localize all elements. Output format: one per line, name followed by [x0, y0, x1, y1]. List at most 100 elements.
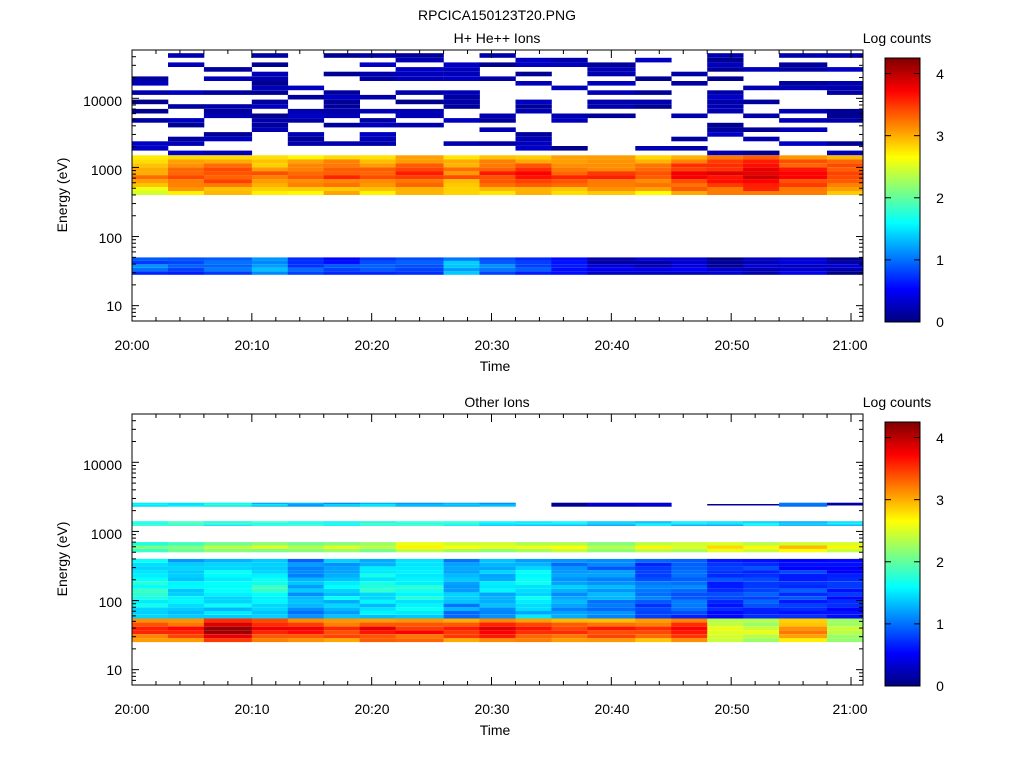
heatmap-cell [671, 146, 708, 151]
heatmap-cell [515, 573, 552, 578]
heatmap-cell [323, 191, 360, 195]
heatmap-cell [707, 267, 744, 272]
heatmap-cell [395, 504, 444, 506]
heatmap-cell [359, 545, 396, 549]
heatmap-cell [551, 159, 588, 164]
heatmap-cell [443, 260, 480, 265]
heatmap-cell [671, 562, 708, 567]
heatmap-cell [479, 562, 516, 567]
heatmap-cell [323, 588, 360, 593]
heatmap-cell [479, 545, 516, 549]
heatmap-cell [359, 502, 396, 505]
heatmap-cell [251, 577, 289, 582]
heatmap-cell [743, 267, 780, 272]
heatmap-cell [827, 53, 864, 58]
heatmap-cell [323, 614, 360, 619]
heatmap-cell [251, 104, 289, 109]
heatmap-cell [168, 622, 205, 627]
heatmap-cell [671, 271, 708, 275]
x-tick-label-2100: 21:00 [832, 337, 867, 353]
heatmap-cell [707, 521, 744, 523]
heatmap-cell [779, 163, 828, 168]
heatmap-cell [395, 581, 444, 585]
heatmap-cell [515, 99, 552, 105]
heatmap-cell [132, 622, 169, 627]
heatmap-cell [132, 76, 169, 81]
heatmap-cell [515, 545, 552, 549]
heatmap-cell [827, 630, 864, 635]
heatmap-cell [671, 524, 708, 526]
heatmap-cell [515, 257, 552, 261]
heatmap-cell [707, 566, 744, 571]
heatmap-cell [168, 558, 205, 563]
heatmap-cell [287, 596, 325, 600]
heatmap-cell [203, 257, 253, 261]
heatmap-cell [132, 592, 169, 597]
heatmap-cell [707, 62, 744, 67]
heatmap-cell [251, 122, 289, 128]
heatmap-cell [203, 581, 253, 585]
heatmap-cell [323, 159, 360, 164]
heatmap-cell [287, 504, 325, 506]
y-tick-label-10: 10 [106, 662, 122, 678]
heatmap-cell [635, 614, 672, 619]
heatmap-cell [395, 524, 444, 526]
heatmap-cell [323, 592, 360, 597]
heatmap-cell [779, 577, 828, 582]
heatmap-cell [359, 94, 396, 100]
heatmap-cell [395, 155, 444, 160]
heatmap-cells [132, 53, 864, 275]
heatmap-cell [323, 71, 360, 77]
heatmap-cell [743, 113, 780, 119]
heatmap-cell [707, 638, 744, 643]
heatmap-cell [743, 136, 780, 142]
heatmap-cell [443, 104, 480, 109]
heatmap-cell [443, 585, 480, 589]
panel-other-ions: Other Ions 10 100 1000 10000 20:00 20:10… [54, 394, 944, 738]
heatmap-cell [443, 588, 480, 593]
heatmap-cell [251, 548, 289, 553]
heatmap-cell [743, 581, 780, 585]
heatmap-cell [395, 592, 444, 597]
heatmap-cell [132, 118, 169, 123]
heatmap-cell [707, 596, 744, 600]
heatmap-cell [707, 99, 744, 105]
heatmap-cell [395, 108, 444, 114]
heatmap-cell [587, 614, 636, 619]
heatmap-cell [827, 67, 864, 72]
heatmap-cell [359, 171, 396, 176]
heatmap-cell [671, 521, 708, 523]
heatmap-cell [323, 585, 360, 589]
heatmap-cell [168, 577, 205, 582]
heatmap-cell [551, 542, 588, 546]
heatmap-cell [132, 545, 169, 549]
heatmap-cell [132, 570, 169, 574]
heatmap-cell [168, 187, 205, 191]
heatmap-cell [827, 191, 864, 195]
heatmap-cell [323, 141, 360, 146]
heatmap-cell [551, 502, 588, 505]
heatmap-cell [779, 638, 828, 643]
heatmap-cell [671, 558, 708, 563]
heatmap-cell [203, 542, 253, 546]
heatmap-cell [827, 175, 864, 180]
heatmap-cell [132, 260, 169, 265]
heatmap-cell [551, 558, 588, 563]
heatmap-cell [287, 611, 325, 615]
heatmap-cell [132, 603, 169, 608]
heatmap-cell [551, 622, 588, 627]
heatmap-cell [779, 62, 828, 67]
heatmap-cell [827, 585, 864, 589]
heatmap-cell [707, 179, 744, 184]
heatmap-cell [779, 85, 828, 91]
heatmap-cell [323, 53, 360, 58]
heatmap-cell [251, 522, 289, 525]
heatmap-cell [779, 622, 828, 627]
heatmap-cell [779, 260, 828, 265]
heatmap-cell [827, 260, 864, 265]
heatmap-cell [743, 183, 780, 187]
heatmap-cell [515, 638, 552, 643]
heatmap-cell [587, 573, 636, 578]
heatmap-cell [395, 522, 444, 525]
colorbar-gradient [884, 57, 921, 323]
